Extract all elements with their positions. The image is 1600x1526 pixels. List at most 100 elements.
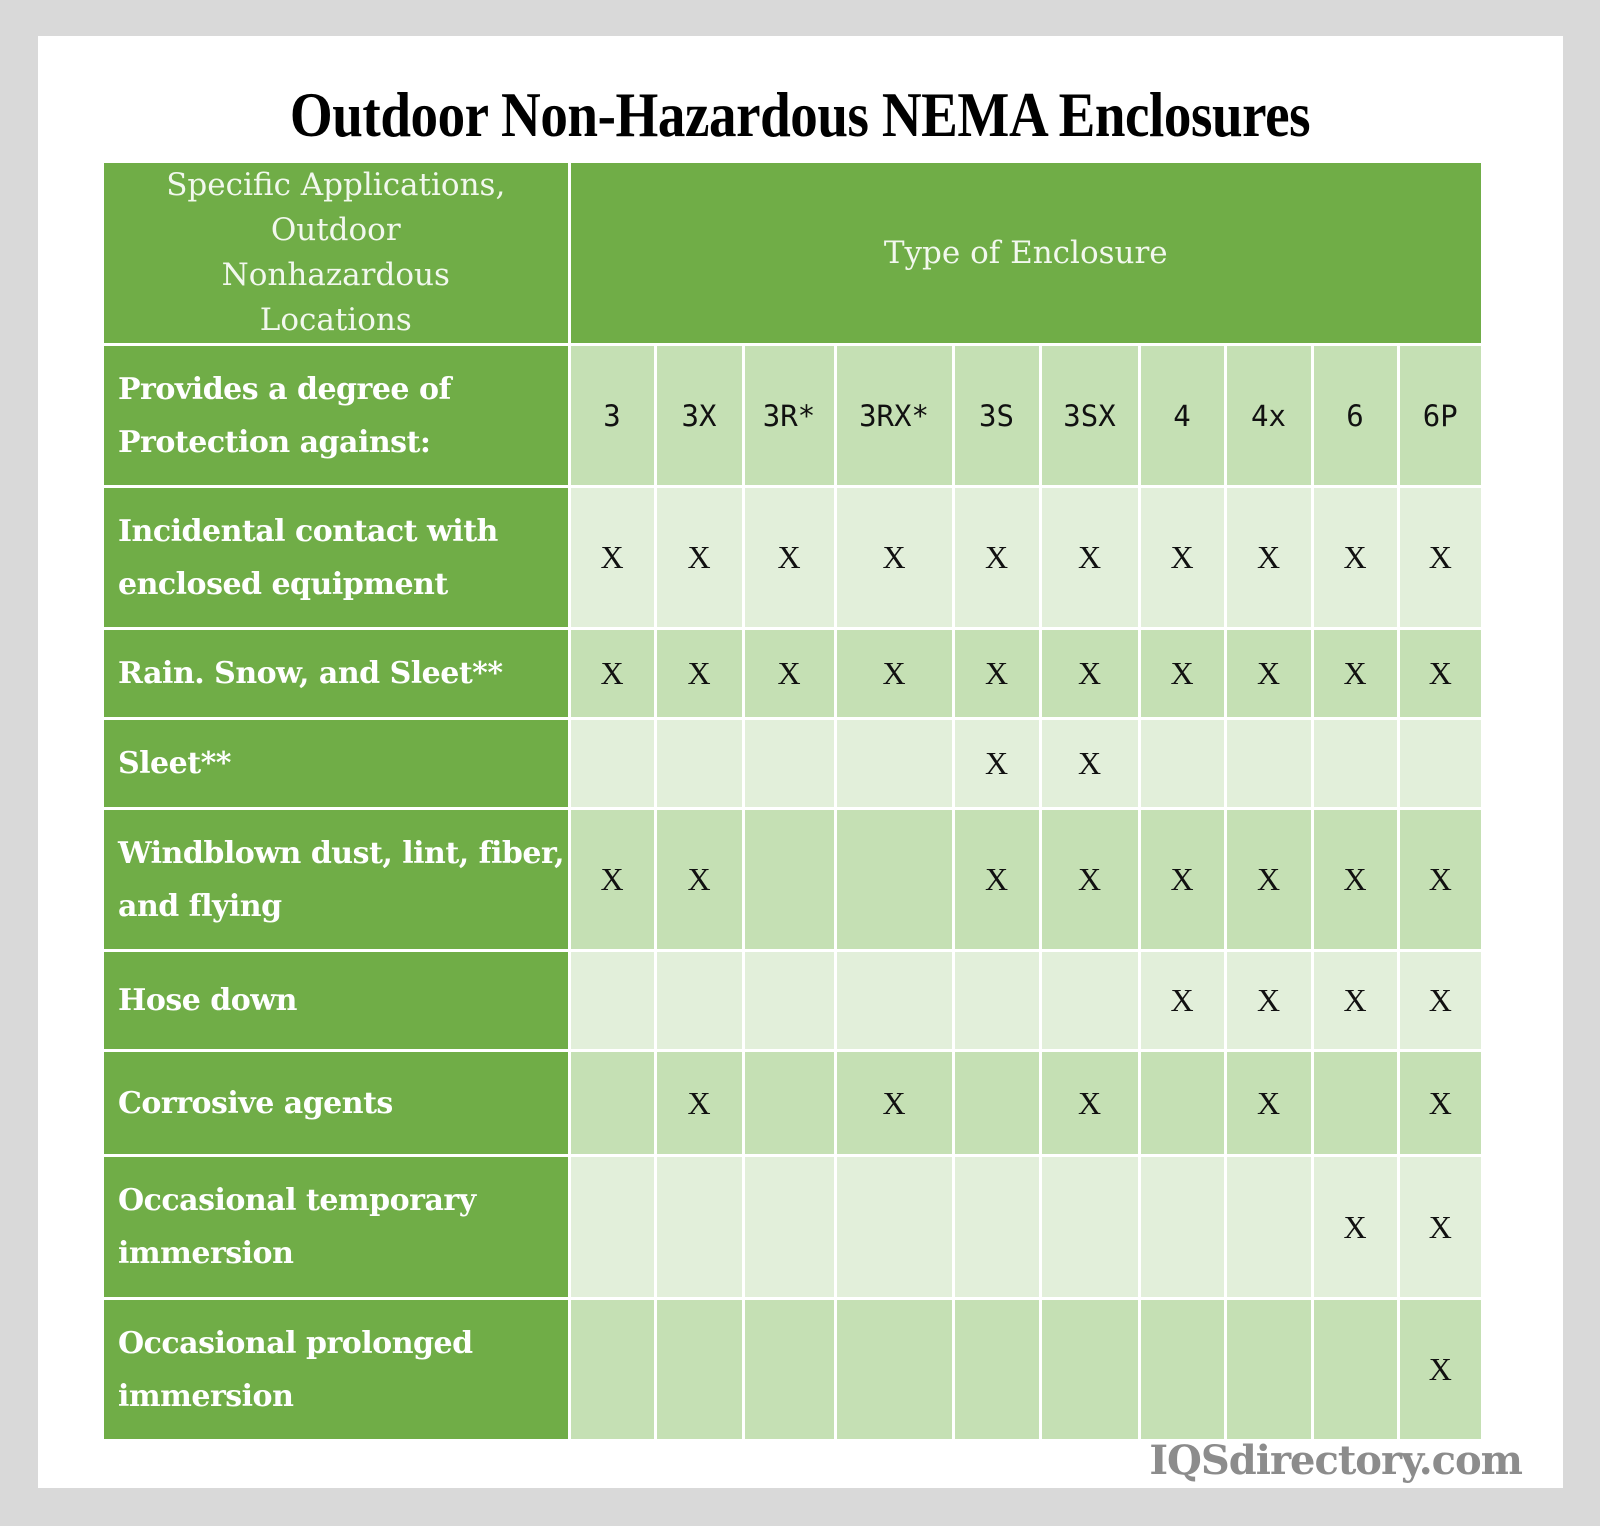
cell-4: X	[1137, 807, 1227, 952]
cell-3RX*	[833, 807, 955, 952]
cell-3	[567, 949, 657, 1052]
cell-3S: X	[951, 717, 1042, 810]
protection-label: Provides a degree of Protection against:	[104, 343, 571, 488]
cell-3	[567, 1297, 657, 1442]
cell-3SX: X	[1038, 807, 1141, 952]
cell-4: X	[1137, 949, 1227, 1052]
cell-3RX*	[833, 1297, 955, 1442]
cell-6: X	[1310, 1154, 1400, 1300]
nema-table: Specific Applications, Outdoor Nonhazard…	[104, 163, 1481, 1442]
cell-3	[567, 1049, 657, 1157]
cell-4: X	[1137, 627, 1227, 720]
cell-4x	[1223, 1154, 1314, 1300]
cell-3RX*	[833, 717, 955, 810]
cell-3SX: X	[1038, 485, 1141, 630]
table-row: Rain. Snow, and Sleet** X X X X X X X X X X	[104, 627, 1481, 720]
cell-3S: X	[951, 807, 1042, 952]
cell-3SX	[1038, 1154, 1141, 1300]
watermark-logo: IQSdirectory.com	[1149, 1437, 1523, 1484]
cell-3	[567, 1154, 657, 1300]
page-title: Outdoor Non-Hazardous NEMA Enclosures	[289, 79, 1311, 150]
cell-3X: X	[653, 807, 745, 952]
cell-3R*: X	[741, 627, 837, 720]
column-header: 3	[567, 343, 657, 488]
cell-3RX*	[833, 949, 955, 1052]
cell-6	[1310, 717, 1400, 810]
row-label: Hose down	[104, 949, 571, 1052]
table-row: Occasional temporary immersion X X	[104, 1154, 1481, 1300]
cell-4	[1137, 1297, 1227, 1442]
cell-3X: X	[653, 1049, 745, 1157]
cell-3: X	[567, 485, 657, 630]
cell-3R*	[741, 949, 837, 1052]
cell-6P: X	[1396, 1297, 1481, 1442]
cell-6P: X	[1396, 807, 1481, 952]
cell-3S	[951, 1297, 1042, 1442]
row-label: Corrosive agents	[104, 1049, 571, 1157]
column-header: 6	[1310, 343, 1400, 488]
header-type-of-enclosure: Type of Enclosure	[567, 163, 1481, 346]
cell-6P: X	[1396, 1049, 1481, 1157]
cell-3: X	[567, 807, 657, 952]
cell-4	[1137, 1049, 1227, 1157]
row-label: Sleet**	[104, 717, 571, 810]
cell-4x: X	[1223, 807, 1314, 952]
table-row: Occasional prolonged immersion X	[104, 1297, 1481, 1442]
cell-3X	[653, 1154, 745, 1300]
row-label: Incidental contact with enclosed equipme…	[104, 485, 571, 630]
cell-6P: X	[1396, 1154, 1481, 1300]
cell-3SX: X	[1038, 627, 1141, 720]
cell-6: X	[1310, 807, 1400, 952]
cell-3SX	[1038, 949, 1141, 1052]
column-header: 4x	[1223, 343, 1314, 488]
cell-4x: X	[1223, 1049, 1314, 1157]
cell-6: X	[1310, 949, 1400, 1052]
cell-4x: X	[1223, 627, 1314, 720]
cell-4x	[1223, 1297, 1314, 1442]
cell-3SX: X	[1038, 1049, 1141, 1157]
cell-3RX*: X	[833, 627, 955, 720]
cell-6: X	[1310, 485, 1400, 630]
cell-3R*	[741, 807, 837, 952]
table-row: Sleet** X X	[104, 717, 1481, 810]
cell-3SX: X	[1038, 717, 1141, 810]
cell-6P: X	[1396, 485, 1481, 630]
cell-3S: X	[951, 485, 1042, 630]
cell-3X	[653, 949, 745, 1052]
cell-3	[567, 717, 657, 810]
column-header: 6P	[1396, 343, 1481, 488]
column-header: 3RX*	[833, 343, 955, 488]
cell-6: X	[1310, 627, 1400, 720]
cell-3S: X	[951, 627, 1042, 720]
cell-3S	[951, 1154, 1042, 1300]
cell-3S	[951, 1049, 1042, 1157]
table-row: Corrosive agents X X X X X	[104, 1049, 1481, 1157]
row-label: Occasional temporary immersion	[104, 1154, 571, 1300]
cell-4	[1137, 1154, 1227, 1300]
cell-3S	[951, 949, 1042, 1052]
header-applications: Specific Applications, Outdoor Nonhazard…	[104, 163, 571, 346]
cell-6P	[1396, 717, 1481, 810]
column-header: 3SX	[1038, 343, 1141, 488]
row-label: Occasional prolonged immersion	[104, 1297, 571, 1442]
cell-3X	[653, 717, 745, 810]
cell-4: X	[1137, 485, 1227, 630]
cell-3X	[653, 1297, 745, 1442]
cell-3R*	[741, 1049, 837, 1157]
cell-4x: X	[1223, 949, 1314, 1052]
cell-6	[1310, 1297, 1400, 1442]
cell-3R*	[741, 1297, 837, 1442]
table-row: Incidental contact with enclosed equipme…	[104, 485, 1481, 630]
cell-3: X	[567, 627, 657, 720]
cell-3X: X	[653, 627, 745, 720]
cell-3R*	[741, 717, 837, 810]
cell-3X: X	[653, 485, 745, 630]
cell-3SX	[1038, 1297, 1141, 1442]
cell-6	[1310, 1049, 1400, 1157]
cell-3R*: X	[741, 485, 837, 630]
cell-3RX*	[833, 1154, 955, 1300]
table-row: Windblown dust, lint, fiber, and flying X…	[104, 807, 1481, 952]
column-header: 3R*	[741, 343, 837, 488]
cell-6P: X	[1396, 949, 1481, 1052]
cell-4x: X	[1223, 485, 1314, 630]
